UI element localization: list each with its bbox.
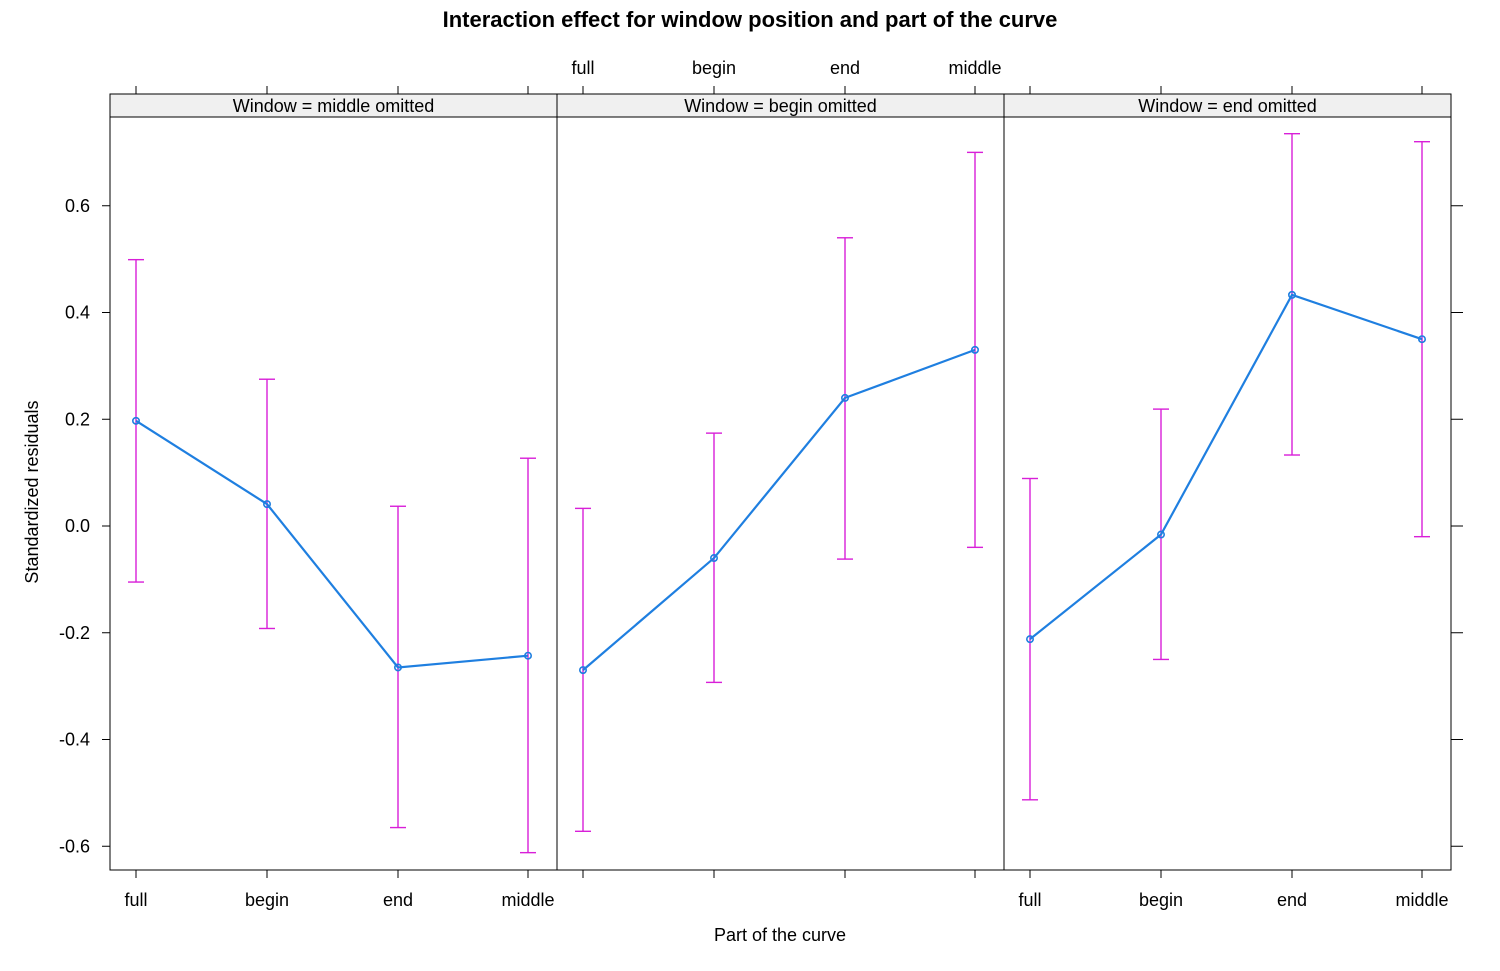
x-tick-label-bottom: full <box>124 890 147 910</box>
x-tick-label-bottom: middle <box>1395 890 1448 910</box>
panel-strip-label: Window = begin omitted <box>684 96 877 116</box>
panel-frame <box>109 116 558 871</box>
panel-strip-label: Window = end omitted <box>1138 96 1317 116</box>
y-tick-label: -0.4 <box>59 730 90 750</box>
x-tick-label-bottom: middle <box>501 890 554 910</box>
panel-strip-label: Window = middle omitted <box>233 96 435 116</box>
y-axis-title: Standardized residuals <box>22 400 42 583</box>
y-tick-label: -0.6 <box>59 836 90 856</box>
plot-layer: Window = middle omitted full begin end middl… <box>59 58 1463 910</box>
x-tick-label-top: end <box>830 58 860 78</box>
panel-frame <box>556 116 1005 871</box>
panel-1: Window = middle omitted full begin end middl… <box>109 86 558 910</box>
y-tick-label: -0.2 <box>59 623 90 643</box>
data-point <box>1026 635 1035 644</box>
x-tick-label-top: full <box>571 58 594 78</box>
x-tick-label-bottom: begin <box>245 890 289 910</box>
y-tick-label: 0.2 <box>65 409 90 429</box>
data-point <box>1418 335 1427 344</box>
x-axis-title: Part of the curve <box>714 925 846 945</box>
panel-3: Window = end omitted full begin end middle <box>1003 86 1452 910</box>
chart-title: Interaction effect for window position a… <box>443 7 1058 32</box>
data-point <box>393 663 402 672</box>
x-tick-label-bottom: end <box>1277 890 1307 910</box>
y-tick-label: 0.4 <box>65 303 90 323</box>
y-tick-label: 0.6 <box>65 196 90 216</box>
panel-2: Window = begin omitted full begin end middle <box>556 58 1005 878</box>
x-tick-label-bottom: full <box>1018 890 1041 910</box>
x-tick-label-top: middle <box>948 58 1001 78</box>
series-line <box>582 348 976 671</box>
data-point <box>132 416 141 425</box>
data-point <box>1157 530 1166 539</box>
data-point <box>262 500 271 509</box>
data-point <box>709 554 718 563</box>
data-point <box>970 345 979 354</box>
x-tick-label-bottom: begin <box>1139 890 1183 910</box>
data-point <box>523 651 532 660</box>
data-point <box>840 393 849 402</box>
series-line <box>135 419 529 669</box>
data-point <box>1288 290 1297 299</box>
y-tick-label: 0.0 <box>65 516 90 536</box>
data-point <box>578 666 587 675</box>
series-line <box>1029 293 1423 641</box>
panel-frame <box>1003 116 1452 871</box>
y-axis: 0.6 0.4 0.2 0.0 -0.2 -0.4 -0.6 <box>59 196 1463 856</box>
x-tick-label-bottom: end <box>383 890 413 910</box>
error-bar <box>520 457 536 854</box>
x-tick-label-top: begin <box>692 58 736 78</box>
